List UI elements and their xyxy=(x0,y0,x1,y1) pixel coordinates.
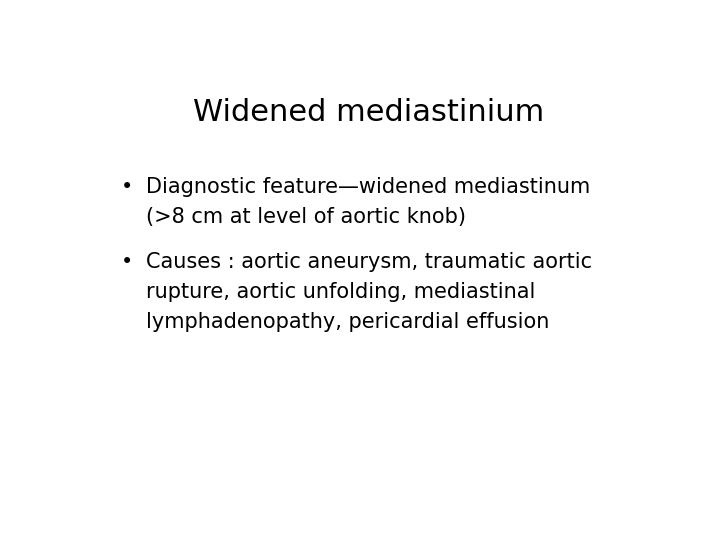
Text: •: • xyxy=(121,177,133,197)
Text: (>8 cm at level of aortic knob): (>8 cm at level of aortic knob) xyxy=(145,207,466,227)
Text: lymphadenopathy, pericardial effusion: lymphadenopathy, pericardial effusion xyxy=(145,312,549,332)
Text: Widened mediastinium: Widened mediastinium xyxy=(194,98,544,127)
Text: Diagnostic feature—widened mediastinum: Diagnostic feature—widened mediastinum xyxy=(145,177,590,197)
Text: rupture, aortic unfolding, mediastinal: rupture, aortic unfolding, mediastinal xyxy=(145,282,535,302)
Text: •: • xyxy=(121,252,133,272)
Text: Causes : aortic aneurysm, traumatic aortic: Causes : aortic aneurysm, traumatic aort… xyxy=(145,252,592,272)
